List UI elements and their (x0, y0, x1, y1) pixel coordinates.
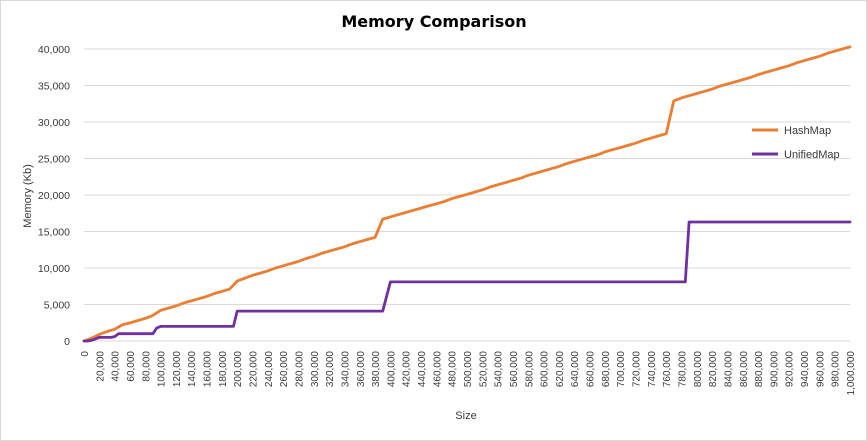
y-tick-label: 0 (64, 336, 70, 348)
y-axis-title: Memory (Kb) (22, 164, 34, 228)
x-tick-label: 500,000 (463, 351, 474, 388)
x-tick-label: 820,000 (708, 351, 719, 388)
x-axis-ticks: 0 20,000 40,000 60,000 80,000 100,000 120,000 1… (80, 351, 857, 396)
x-tick-label: 140,000 (187, 351, 198, 388)
x-tick-label: 60,000 (126, 351, 137, 382)
x-tick-label: 240,000 (264, 351, 275, 388)
x-tick-label: 620,000 (555, 351, 566, 388)
series-line-hashmap (82, 45, 852, 343)
x-tick-label: 300,000 (310, 351, 321, 388)
legend: HashMap UnifiedMap (752, 125, 840, 161)
y-tick-label: 15,000 (38, 227, 70, 239)
y-tick-label: 25,000 (38, 154, 70, 166)
x-tick-label: 0 (80, 351, 91, 357)
x-tick-label: 900,000 (769, 351, 780, 388)
gridlines (84, 48, 850, 305)
x-tick-label: 980,000 (831, 351, 842, 388)
x-tick-label: 200,000 (233, 351, 244, 388)
x-tick-label: 680,000 (601, 351, 612, 388)
x-tick-label: 700,000 (616, 351, 627, 388)
legend-label-hashmap: HashMap (784, 125, 831, 137)
x-tick-label: 460,000 (432, 351, 443, 388)
x-tick-label: 20,000 (95, 351, 106, 382)
x-axis-title: Size (455, 410, 476, 422)
x-tick-label: 340,000 (340, 351, 351, 388)
x-tick-label: 520,000 (478, 351, 489, 388)
y-axis-ticks: 0 5,000 10,000 15,000 20,000 25,000 30,000 35,0… (38, 44, 70, 348)
x-tick-label: 260,000 (279, 351, 290, 388)
y-tick-label: 10,000 (38, 263, 70, 275)
x-tick-label: 120,000 (172, 351, 183, 388)
x-tick-label: 360,000 (356, 351, 367, 388)
x-tick-label: 660,000 (586, 351, 597, 388)
x-tick-label: 780,000 (677, 351, 688, 388)
x-tick-label: 160,000 (203, 351, 214, 388)
legend-label-unifiedmap: UnifiedMap (784, 149, 840, 161)
x-tick-label: 600,000 (540, 351, 551, 388)
x-tick-label: 640,000 (570, 351, 581, 388)
x-tick-label: 380,000 (371, 351, 382, 388)
x-tick-label: 580,000 (524, 351, 535, 388)
y-tick-label: 40,000 (38, 44, 70, 56)
x-tick-label: 560,000 (509, 351, 520, 388)
chart-title: Memory Comparison (341, 12, 526, 31)
series-line-unifiedmap (82, 220, 852, 343)
x-tick-label: 400,000 (386, 351, 397, 388)
x-tick-label: 840,000 (723, 351, 734, 388)
x-tick-label: 180,000 (218, 351, 229, 388)
x-tick-label: 220,000 (249, 351, 260, 388)
x-tick-label: 740,000 (647, 351, 658, 388)
x-tick-label: 1,000,000 (846, 351, 857, 396)
x-tick-label: 800,000 (693, 351, 704, 388)
x-tick-label: 420,000 (402, 351, 413, 388)
y-tick-label: 35,000 (38, 81, 70, 93)
x-tick-label: 880,000 (754, 351, 765, 388)
y-tick-label: 5,000 (44, 300, 70, 312)
x-tick-label: 440,000 (417, 351, 428, 388)
x-tick-label: 540,000 (494, 351, 505, 388)
x-tick-label: 80,000 (141, 351, 152, 382)
x-tick-label: 40,000 (111, 351, 122, 382)
x-tick-label: 760,000 (662, 351, 673, 388)
x-tick-label: 100,000 (157, 351, 168, 388)
x-tick-label: 940,000 (800, 351, 811, 388)
x-tick-label: 320,000 (325, 351, 336, 388)
x-tick-label: 280,000 (294, 351, 305, 388)
x-tick-label: 720,000 (632, 351, 643, 388)
y-tick-label: 20,000 (38, 190, 70, 202)
x-tick-label: 860,000 (739, 351, 750, 388)
x-tick-label: 920,000 (785, 351, 796, 388)
series-lines (82, 45, 852, 343)
y-tick-label: 30,000 (38, 117, 70, 129)
x-tick-label: 960,000 (815, 351, 826, 388)
x-tick-label: 480,000 (448, 351, 459, 388)
